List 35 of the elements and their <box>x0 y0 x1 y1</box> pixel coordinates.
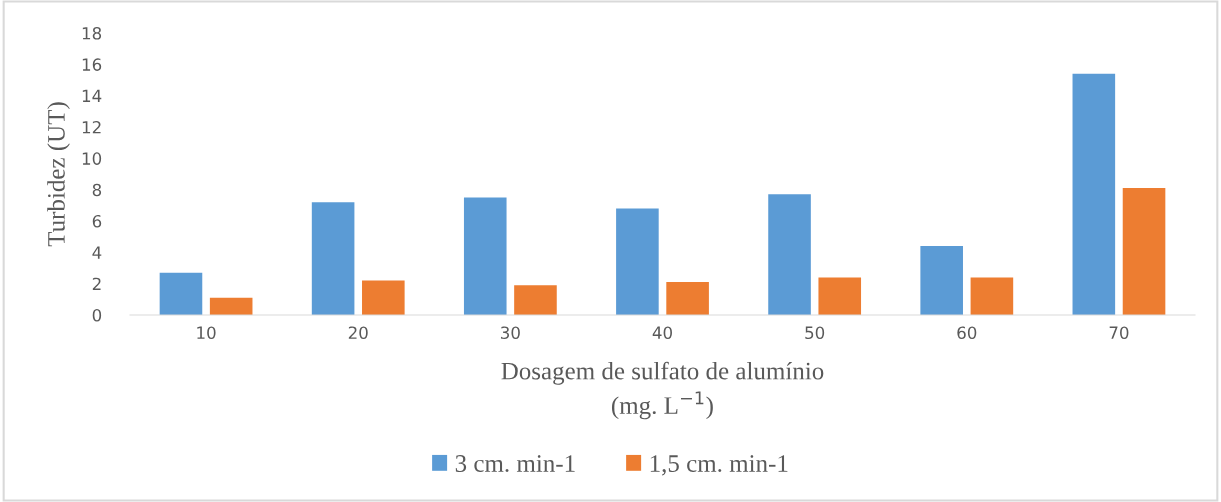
x-tick-label: 30 <box>501 326 520 340</box>
bar <box>209 297 253 315</box>
x-tick-label: 20 <box>348 326 368 340</box>
x-axis-title: Dosagem de sulfato de alumínio (mg. L$^{−1}$) <box>501 361 824 420</box>
legend-label: 3 cm. min-1 <box>455 455 575 473</box>
bar <box>818 277 862 315</box>
x-tick-label: 40 <box>652 326 672 340</box>
bar <box>616 208 659 315</box>
y-tick-label: 8 <box>92 183 102 197</box>
bar <box>159 272 203 315</box>
y-tick-label: 12 <box>82 120 101 134</box>
bar <box>768 194 811 315</box>
bar <box>1072 73 1116 315</box>
y-tick-label: 0 <box>92 308 102 322</box>
y-axis-title: Turbidez (UT) <box>47 102 70 247</box>
y-tick-label: 18 <box>82 26 102 40</box>
legend-label: 1,5 cm. min-1 <box>650 455 788 476</box>
y-tick-label: 6 <box>92 214 102 228</box>
bar <box>920 246 963 315</box>
bar <box>463 197 507 315</box>
x-tick-label: 70 <box>1109 326 1129 340</box>
bar <box>514 285 557 315</box>
x-tick-label: 60 <box>957 326 977 340</box>
x-tick-label: 10 <box>197 326 216 340</box>
bar <box>362 280 405 315</box>
y-tick-label: 16 <box>82 58 102 71</box>
bar <box>1122 188 1166 315</box>
bar <box>311 202 355 315</box>
y-tick-label: 14 <box>82 89 102 102</box>
bar <box>970 277 1014 315</box>
y-tick-label: 10 <box>82 152 102 165</box>
y-tick-label: 2 <box>92 277 101 290</box>
bar <box>666 282 709 315</box>
y-tick-label: 4 <box>92 246 102 259</box>
x-tick-label: 50 <box>805 326 825 340</box>
